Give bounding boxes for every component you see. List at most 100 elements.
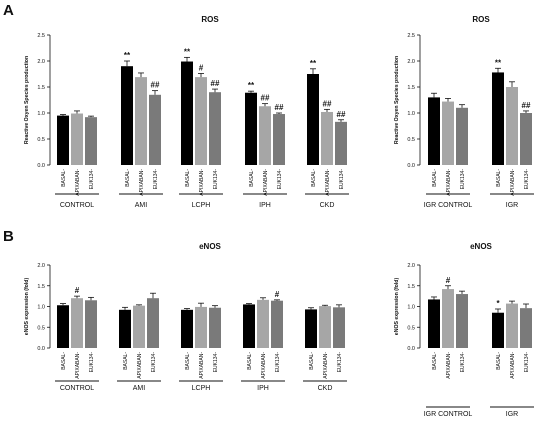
x-tick-label: EUK134-: [339, 169, 345, 190]
bar: [428, 97, 440, 165]
group-label: AMI: [133, 385, 146, 392]
group-label: AMI: [135, 202, 148, 209]
x-tick-label: APIXABAN-: [510, 169, 516, 196]
chart-2: ROS 0.0 0.5 1.0 1.5 2.0 2.5 Reactive Oxyen Spec…: [394, 15, 534, 209]
bar: [335, 121, 347, 165]
x-tick-label: EUK134-: [460, 169, 466, 190]
y-tick-label: 0.5: [407, 325, 415, 331]
x-tick-label: APIXABAN-: [75, 169, 81, 196]
chart-title: ROS: [472, 15, 490, 24]
y-tick-label: 1.5: [407, 85, 415, 91]
y-axis-label: eNOS expression (fold): [394, 278, 400, 336]
bar: [121, 66, 133, 165]
significance-label: ##: [275, 103, 284, 112]
x-tick-label: EUK134-: [524, 169, 530, 190]
significance-label: ##: [151, 81, 160, 90]
y-tick-label: 0.0: [407, 346, 415, 352]
significance-label: ##: [261, 94, 270, 103]
significance-label: *: [496, 299, 500, 308]
bar: [307, 74, 319, 165]
y-axis-label: Reactive Oxyen Species production: [394, 56, 400, 144]
group-label: IPH: [257, 385, 269, 392]
x-tick-label: BASAL-: [61, 169, 67, 187]
significance-label: ##: [323, 99, 332, 108]
bar: [147, 298, 159, 348]
x-tick-label: APIXABAN-: [137, 352, 143, 379]
x-tick-label: BASAL-: [432, 169, 438, 187]
x-tick-label: APIXABAN-: [75, 352, 81, 379]
significance-label: **: [248, 81, 255, 90]
y-tick-label: 1.0: [407, 111, 415, 117]
x-tick-label: EUK134-: [460, 352, 466, 373]
bar: [456, 294, 468, 348]
significance-label: ##: [522, 101, 531, 110]
y-axis-label: Reactive Oxyen Species production: [24, 56, 30, 144]
y-tick-label: 1.5: [407, 284, 415, 290]
bar: [181, 61, 193, 165]
y-tick-label: 2.0: [37, 59, 45, 65]
significance-label: **: [124, 51, 131, 60]
x-tick-label: EUK134-: [277, 169, 283, 190]
chart-title: eNOS: [470, 242, 492, 251]
group-label: LCPH: [192, 202, 211, 209]
x-tick-label: BASAL-: [249, 169, 255, 187]
bar: [456, 107, 468, 165]
x-tick-label: EUK134-: [89, 169, 95, 190]
x-tick-label: BASAL-: [309, 352, 315, 370]
significance-label: ##: [337, 110, 346, 119]
bar: [209, 307, 221, 348]
significance-label: #: [75, 286, 80, 295]
panel-letter-a: A: [3, 2, 14, 19]
chart-title: eNOS: [199, 242, 221, 251]
y-tick-label: 2.0: [407, 263, 415, 269]
bar: [428, 299, 440, 348]
group-label: CONTROL: [60, 385, 94, 392]
bar: [195, 77, 207, 165]
x-tick-label: APIXABAN-: [139, 169, 145, 196]
x-tick-label: BASAL-: [61, 352, 67, 370]
group-label: IGR CONTROL: [424, 411, 473, 418]
bar: [442, 289, 454, 348]
group-label: LCPH: [192, 385, 211, 392]
x-tick-label: APIXABAN-: [261, 352, 267, 379]
chart-3: eNOS 0.0 0.5 1.0 1.5 2.0 eNOS expression (fold…: [24, 242, 347, 392]
x-tick-label: EUK134-: [337, 352, 343, 373]
y-axis-label: eNOS expression (fold): [24, 278, 30, 336]
bar: [133, 305, 145, 348]
bar: [119, 309, 131, 348]
bar: [135, 77, 147, 165]
significance-label: #: [275, 290, 280, 299]
chart-4: eNOS 0.0 0.5 1.0 1.5 2.0 eNOS expression (fold…: [394, 242, 534, 418]
x-tick-label: BASAL-: [311, 169, 317, 187]
bar: [195, 306, 207, 348]
x-tick-label: BASAL-: [496, 169, 502, 187]
bar: [209, 92, 221, 165]
x-tick-label: BASAL-: [247, 352, 253, 370]
x-tick-label: EUK134-: [213, 352, 219, 373]
y-tick-label: 0.5: [37, 137, 45, 143]
bar: [57, 115, 69, 165]
y-tick-label: 1.5: [37, 85, 45, 91]
x-tick-label: EUK134-: [89, 352, 95, 373]
bar: [506, 303, 518, 348]
bar: [520, 308, 532, 348]
y-tick-label: 1.5: [37, 284, 45, 290]
x-tick-label: APIXABAN-: [446, 352, 452, 379]
bar: [85, 117, 97, 165]
bar: [149, 94, 161, 165]
y-tick-label: 0.0: [37, 163, 45, 169]
bar: [319, 306, 331, 348]
group-label: IGR: [506, 411, 518, 418]
x-tick-label: EUK134-: [151, 352, 157, 373]
x-tick-label: APIXABAN-: [199, 352, 205, 379]
y-tick-label: 0.5: [407, 137, 415, 143]
bar: [57, 305, 69, 348]
y-tick-label: 1.0: [37, 305, 45, 311]
significance-label: **: [495, 58, 502, 67]
x-tick-label: APIXABAN-: [199, 169, 205, 196]
significance-label: ##: [211, 79, 220, 88]
bar: [257, 299, 269, 348]
bar: [442, 101, 454, 165]
x-tick-label: APIXABAN-: [323, 352, 329, 379]
significance-label: **: [310, 59, 317, 68]
